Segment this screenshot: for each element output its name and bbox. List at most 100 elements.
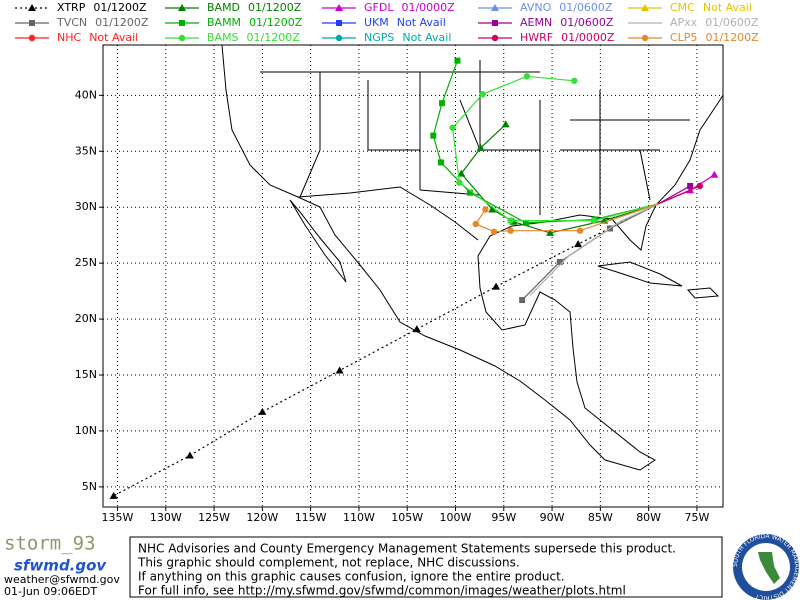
legend-marker [178,4,186,11]
x-tick-label: 105W [391,511,423,524]
legend-entry: CMC Not Avail [670,1,752,14]
track-line [658,185,701,205]
legend-status: 01/1200Z [705,31,759,44]
track-point [476,143,485,151]
track-point [556,259,563,266]
y-tick-label: 5N [82,480,97,493]
x-tick-label: 130W [150,511,182,524]
track-line [451,75,659,222]
site: sfwmd.gov [14,557,107,575]
track-point [710,170,719,178]
legend-marker [335,4,343,11]
legend-name: APxx [670,16,698,29]
legend-entry: APxx 01/0600Z [670,16,759,29]
legend-entry: CLP5 01/1200Z [670,31,759,44]
legend-name: NGPS [364,31,394,44]
track-point [454,57,461,64]
legend-name: CMC [670,1,695,14]
track-point [449,124,456,131]
notice-box [129,536,723,598]
legend-name: NHC [57,31,82,44]
track-point [507,227,514,234]
legend-status: Not Avail [402,31,451,44]
track-point [501,120,510,128]
legend-marker [179,20,185,26]
legend-entry: HWRF 01/0000Z [520,31,615,44]
hispaniola [686,287,720,299]
track-point [571,77,578,84]
y-tick-label: 10N [75,424,97,437]
legend-status: 01/1200Z [247,31,301,44]
legend-status: 01/0000Z [561,31,615,44]
logo: SOUTH FLORIDA WATER MANAGEMENT DISTRICT [732,533,800,600]
legend-entry: NHC Not Avail [57,31,138,44]
track-point [522,219,529,226]
track-point [457,169,466,177]
y-tick-label: 40N [75,88,97,101]
legend-marker [28,34,36,42]
track-point [576,227,584,234]
legend-status: 01/0000Z [401,1,455,14]
legend-status: 01/1200Z [248,1,302,14]
cuba [597,261,683,287]
x-tick-label: 85W [588,511,613,524]
brand: storm_93 [4,533,96,555]
x-tick-label: 75W [684,511,709,524]
track-point [438,159,445,166]
timestamp: 01-Jun 09:06EDT [4,585,97,598]
legend-marker [29,20,35,26]
x-tick-label: 100W [440,511,472,524]
legend-marker [491,34,499,42]
legend-status: 01/0600Z [560,16,614,29]
track-point [335,366,344,374]
track-point [430,132,437,139]
email: weather@sfwmd.gov [4,573,120,586]
track-point [519,297,526,304]
notice-line: NHC Advisories and County Emergency Mana… [138,542,676,556]
legend-marker [492,20,498,26]
legend-marker [641,4,649,11]
track-point [479,91,486,98]
track-line [529,203,659,296]
legend-status: 01/0600Z [705,16,759,29]
logo-florida [758,552,780,584]
track-line [658,185,691,205]
notice-line: If anything on this graphic causes confu… [138,570,565,584]
us-mexico-border [297,186,479,241]
y-tick-label: 20N [75,312,97,325]
x-tick-label: 120W [246,511,278,524]
legend-name: BAMD [207,1,240,14]
track-line [113,203,659,497]
track-point [696,182,704,190]
legend-status: 01/1200Z [93,1,147,14]
track-point [590,217,597,224]
legend-entry: XTRP 01/1200Z [57,1,147,14]
track-point [109,491,118,499]
legend-name: HWRF [520,31,553,44]
track-point [492,282,501,290]
legend-marker [336,20,342,26]
track-point [687,182,694,189]
legend-status: Not Avail [703,1,752,14]
x-tick-label: 125W [198,511,230,524]
ticks: 135W 130W 125W 120W 115W 110W 105W 100W 95W 90W 85… [75,88,710,524]
track-point [438,100,445,107]
y-tick-label: 30N [75,200,97,213]
legend-entry: AEMN 01/0600Z [520,16,614,29]
track-point [472,220,479,228]
y-tick-label: 25N [75,256,97,269]
legend-name: XTRP [57,1,86,14]
legend-name: GFDL [364,1,394,14]
x-tick-label: 135W [102,511,134,524]
legend-name: AEMN [520,16,552,29]
legend-status: 01/1200Z [95,16,149,29]
track-point [412,325,421,333]
x-tick-label: 80W [636,511,661,524]
x-tick-label: 110W [343,511,375,524]
tracks [109,57,719,499]
legend-entry: UKM Not Avail [364,16,446,29]
grid [103,45,723,507]
legend-status: Not Avail [89,31,138,44]
legend-status: Not Avail [397,16,446,29]
